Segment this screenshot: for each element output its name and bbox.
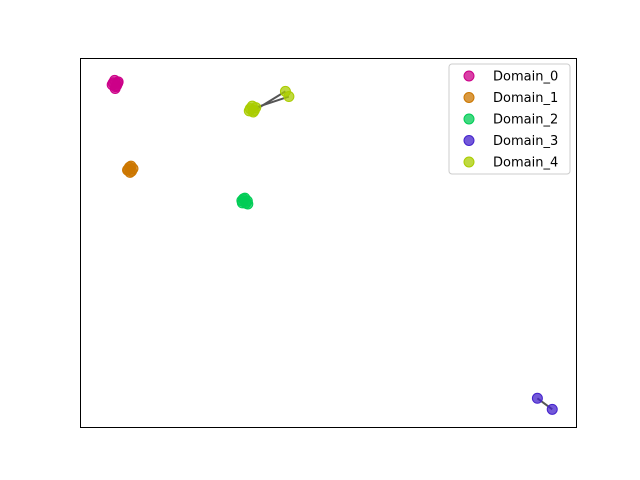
point-domain-3-1 bbox=[546, 403, 558, 415]
legend: Domain_0 Domain_1 Domain_2 Domain_3 Domain_4 bbox=[448, 63, 571, 175]
point-domain-4-5 bbox=[247, 106, 259, 118]
legend-marker-domain-1 bbox=[463, 92, 475, 103]
legend-label-domain-3: Domain_3 bbox=[493, 134, 558, 149]
points-layer bbox=[106, 74, 558, 415]
point-domain-1-6 bbox=[122, 164, 134, 176]
point-domain-3-0 bbox=[531, 392, 543, 404]
legend-marker-domain-0 bbox=[463, 70, 475, 82]
legend-marker-domain-2 bbox=[463, 113, 475, 125]
legend-label-domain-2: Domain_2 bbox=[493, 113, 558, 128]
point-domain-0-7 bbox=[109, 82, 121, 94]
link-domain-4-1 bbox=[255, 95, 290, 109]
legend-marker-domain-3 bbox=[463, 135, 475, 146]
legend-frame bbox=[448, 63, 571, 175]
legend-label-domain-4: Domain_4 bbox=[493, 156, 558, 171]
point-domain-2-6 bbox=[242, 198, 254, 210]
legend-label-domain-0: Domain_0 bbox=[493, 70, 558, 85]
point-domain-4-7 bbox=[283, 91, 295, 103]
legend-label-domain-1: Domain_1 bbox=[493, 91, 558, 106]
legend-marker-domain-4 bbox=[463, 156, 475, 168]
